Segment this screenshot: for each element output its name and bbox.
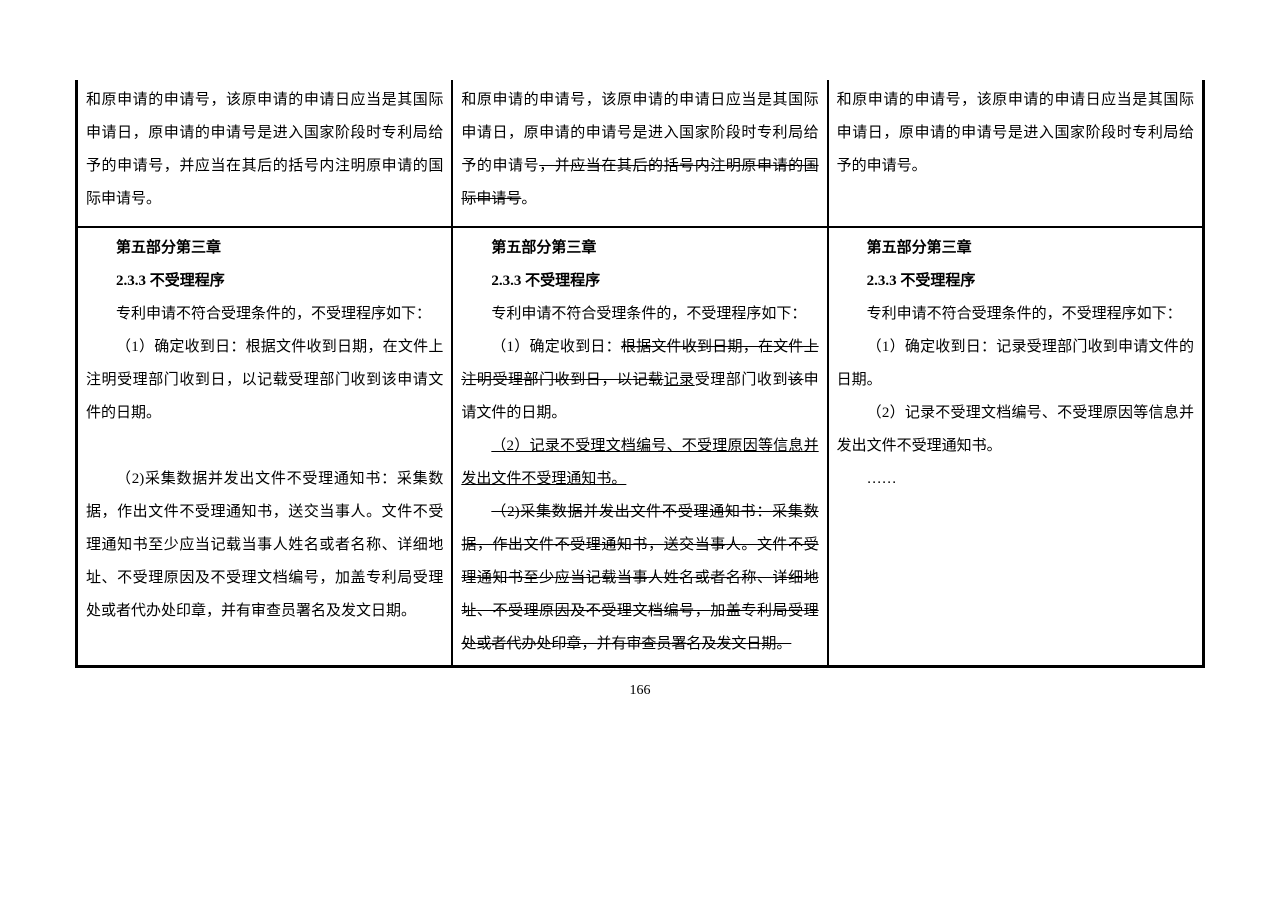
comparison-table: 和原申请的申请号，该原申请的申请日应当是其国际申请日，原申请的申请号是进入国家阶… — [75, 80, 1205, 668]
col3-bottom-cell: 第五部分第三章 2.3.3 不受理程序 专利申请不符合受理条件的，不受理程序如下… — [829, 228, 1202, 668]
col2-bottom-cell: 第五部分第三章 2.3.3 不受理程序 专利申请不符合受理条件的，不受理程序如下… — [453, 228, 826, 668]
column-markup: 和原申请的申请号，该原申请的申请日应当是其国际申请日，原申请的申请号是进入国家阶… — [453, 80, 828, 668]
col3-para-item1: （1）确定收到日：记录受理部门收到申请文件的日期。 — [837, 331, 1194, 397]
col2-p2-plain2: 受理部门收到 — [695, 372, 788, 388]
col2-p2-strike2: 该 — [788, 372, 804, 388]
col1-heading-section: 2.3.3 不受理程序 — [86, 265, 443, 298]
column-revised: 和原申请的申请号，该原申请的申请日应当是其国际申请日，原申请的申请号是进入国家阶… — [829, 80, 1205, 668]
col3-top-cell: 和原申请的申请号，该原申请的申请日应当是其国际申请日，原申请的申请号是进入国家阶… — [829, 80, 1202, 228]
col2-para-item2-strike: （2)采集数据并发出文件不受理通知书：采集数据，作出文件不受理通知书，送交当事人… — [461, 496, 818, 661]
col3-para-item2: （2）记录不受理文档编号、不受理原因等信息并发出文件不受理通知书。 — [837, 397, 1194, 463]
col2-top-text: 和原申请的申请号，该原申请的申请日应当是其国际申请日，原申请的申请号是进入国家阶… — [461, 84, 818, 216]
col3-top-text: 和原申请的申请号，该原申请的申请日应当是其国际申请日，原申请的申请号是进入国家阶… — [837, 84, 1194, 183]
column-original: 和原申请的申请号，该原申请的申请日应当是其国际申请日，原申请的申请号是进入国家阶… — [78, 80, 453, 668]
col1-bottom-cell: 第五部分第三章 2.3.3 不受理程序 专利申请不符合受理条件的，不受理程序如下… — [78, 228, 451, 668]
col2-para-intro: 专利申请不符合受理条件的，不受理程序如下： — [461, 298, 818, 331]
col2-top-cell: 和原申请的申请号，该原申请的申请日应当是其国际申请日，原申请的申请号是进入国家阶… — [453, 80, 826, 228]
col3-para-ellipsis: …… — [837, 463, 1194, 496]
col1-heading-part: 第五部分第三章 — [86, 232, 443, 265]
col2-top-tail: 。 — [521, 191, 536, 207]
col1-para-intro: 专利申请不符合受理条件的，不受理程序如下： — [86, 298, 443, 331]
col1-para-item2: （2)采集数据并发出文件不受理通知书：采集数据，作出文件不受理通知书，送交当事人… — [86, 463, 443, 628]
col3-heading-section: 2.3.3 不受理程序 — [837, 265, 1194, 298]
col2-para-item1: （1）确定收到日：根据文件收到日期，在文件上注明受理部门收到日，以记载记录受理部… — [461, 331, 818, 430]
col1-para-item1: （1）确定收到日：根据文件收到日期，在文件上注明受理部门收到日，以记载受理部门收… — [86, 331, 443, 430]
page-number: 166 — [75, 676, 1205, 707]
col2-heading-part: 第五部分第三章 — [461, 232, 818, 265]
col3-para-intro: 专利申请不符合受理条件的，不受理程序如下： — [837, 298, 1194, 331]
col1-top-text: 和原申请的申请号，该原申请的申请日应当是其国际申请日，原申请的申请号是进入国家阶… — [86, 84, 443, 216]
col1-top-cell: 和原申请的申请号，该原申请的申请日应当是其国际申请日，原申请的申请号是进入国家阶… — [78, 80, 451, 228]
col2-p2-plain1: （1）确定收到日： — [491, 339, 621, 355]
col2-p2-underline1: 记录 — [664, 372, 695, 388]
col3-heading-part: 第五部分第三章 — [837, 232, 1194, 265]
col1-spacer — [86, 430, 443, 463]
col2-para-insert: （2）记录不受理文档编号、不受理原因等信息并发出文件不受理通知书。 — [461, 430, 818, 496]
col2-heading-section: 2.3.3 不受理程序 — [461, 265, 818, 298]
